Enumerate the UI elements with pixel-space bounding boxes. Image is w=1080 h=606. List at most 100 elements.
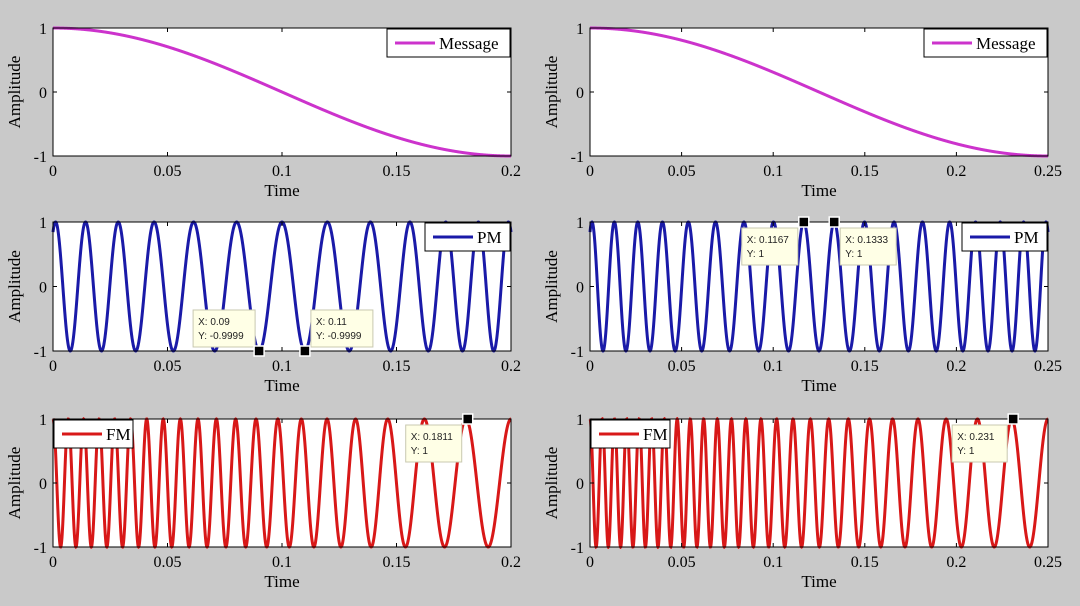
y-tick-label: -1 (34, 344, 47, 361)
x-tick-label: 0.25 (1034, 358, 1062, 375)
y-axis-label: Amplitude (5, 56, 24, 129)
subplot-pm-right: 0 0.05 0.1 0.15 0.2 0.2510-1TimeAmplitudePMX:… (542, 215, 1062, 395)
datatip-y: Y: -0.9999 (198, 331, 244, 342)
datatip-box (192, 309, 256, 348)
datatip: X: 0.11 Y: -0.9999 (299, 309, 374, 357)
y-tick-label: 0 (576, 476, 584, 493)
x-tick-label: 0 (586, 554, 594, 571)
datatip-y: Y: 1 (845, 249, 863, 260)
x-tick-label: 0.2 (946, 163, 966, 180)
datatip-box (741, 227, 799, 266)
x-axis-label: Time (801, 376, 836, 395)
x-axis-label: Time (801, 572, 836, 591)
x-axis-label: Time (264, 376, 299, 395)
legend-label: Message (976, 34, 1035, 53)
x-tick-label: 0.05 (668, 358, 696, 375)
legend: PM (424, 222, 511, 252)
x-tick-label: 0.2 (501, 163, 521, 180)
datatip-x: X: 0.11 (316, 317, 347, 328)
x-tick-label: 0.2 (501, 358, 521, 375)
legend: FM (53, 419, 134, 449)
datatip-marker (828, 216, 840, 228)
legend: PM (961, 222, 1048, 252)
x-tick-label: 0.05 (154, 554, 182, 571)
x-tick-label: 0 (586, 358, 594, 375)
y-tick-label: 0 (576, 85, 584, 102)
datatip-box (405, 424, 463, 463)
legend-label: PM (1014, 228, 1039, 247)
x-tick-label: 0.05 (668, 163, 696, 180)
datatip: X: 0.09 Y: -0.9999 (192, 309, 265, 357)
datatip-y: Y: 1 (411, 446, 429, 457)
x-tick-label: 0.25 (1034, 554, 1062, 571)
legend-label: PM (477, 228, 502, 247)
y-tick-label: 1 (576, 215, 584, 232)
legend-label: Message (439, 34, 498, 53)
y-tick-label: 1 (39, 412, 47, 429)
datatip-marker (253, 345, 265, 357)
x-tick-label: 0.1 (763, 554, 783, 571)
datatip-marker (299, 345, 311, 357)
y-tick-label: -1 (571, 149, 584, 166)
x-tick-label: 0.15 (383, 554, 411, 571)
y-tick-label: 0 (39, 280, 47, 297)
datatip-x: X: 0.1811 (411, 432, 454, 443)
x-tick-label: 0.2 (946, 358, 966, 375)
x-tick-label: 0.1 (272, 358, 292, 375)
y-tick-label: -1 (571, 540, 584, 557)
datatip-x: X: 0.231 (957, 432, 995, 443)
datatip-y: Y: -0.9999 (316, 331, 362, 342)
x-tick-label: 0.1 (763, 163, 783, 180)
x-tick-label: 0.25 (1034, 163, 1062, 180)
x-tick-label: 0.15 (383, 163, 411, 180)
series-line-msg-right (590, 26, 1048, 158)
x-tick-label: 0.15 (851, 554, 879, 571)
datatip-box (951, 424, 1008, 463)
legend-label: FM (643, 425, 668, 444)
x-tick-label: 0.05 (668, 554, 696, 571)
y-tick-label: 1 (576, 21, 584, 38)
x-axis-label: Time (801, 181, 836, 200)
x-tick-label: 0.05 (154, 358, 182, 375)
legend: Message (923, 28, 1048, 58)
y-axis-label: Amplitude (5, 447, 24, 520)
y-tick-label: 0 (39, 476, 47, 493)
subplot-msg-right: 0 0.05 0.1 0.15 0.2 0.2510-1TimeAmplitudeMess… (542, 21, 1062, 200)
x-axis-label: Time (264, 181, 299, 200)
y-tick-label: 1 (39, 215, 47, 232)
datatip-box (839, 227, 897, 266)
y-tick-label: -1 (34, 149, 47, 166)
datatip: X: 0.1167 Y: 1 (741, 216, 810, 266)
datatip-x: X: 0.1167 (747, 235, 790, 246)
x-tick-label: 0 (49, 358, 57, 375)
x-tick-label: 0.05 (154, 163, 182, 180)
y-tick-label: 0 (39, 85, 47, 102)
datatip: X: 0.1811 Y: 1 (405, 413, 474, 463)
datatip-y: Y: 1 (747, 249, 765, 260)
x-tick-label: 0.15 (851, 358, 879, 375)
datatip-box (310, 309, 374, 348)
x-tick-label: 0.1 (763, 358, 783, 375)
x-tick-label: 0.1 (272, 163, 292, 180)
y-axis-label: Amplitude (542, 447, 561, 520)
datatip-marker (798, 216, 810, 228)
y-axis-label: Amplitude (542, 56, 561, 129)
legend: Message (386, 28, 511, 58)
datatip: X: 0.1333 Y: 1 (828, 216, 897, 266)
x-tick-label: 0.15 (851, 163, 879, 180)
y-tick-label: -1 (571, 344, 584, 361)
x-axis-label: Time (264, 572, 299, 591)
y-tick-label: -1 (34, 540, 47, 557)
datatip-x: X: 0.1333 (845, 235, 888, 246)
x-tick-label: 0 (49, 163, 57, 180)
legend: FM (590, 419, 671, 449)
y-tick-label: 1 (576, 412, 584, 429)
y-axis-label: Amplitude (542, 250, 561, 323)
datatip-x: X: 0.09 (198, 317, 230, 328)
series-line-msg-left (53, 26, 511, 158)
x-tick-label: 0 (49, 554, 57, 571)
